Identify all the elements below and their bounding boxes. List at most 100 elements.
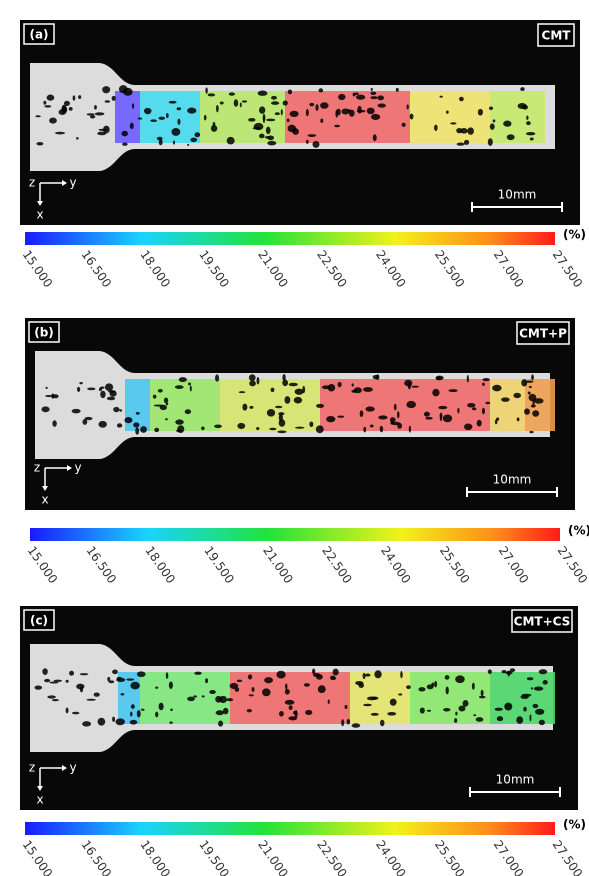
colorbar-tick-label: 27.500 bbox=[555, 544, 589, 586]
pore bbox=[130, 704, 135, 709]
pore bbox=[55, 131, 65, 135]
pore bbox=[303, 683, 310, 687]
pore bbox=[94, 105, 97, 110]
pore bbox=[337, 381, 342, 388]
pore bbox=[47, 695, 56, 699]
title-box bbox=[516, 321, 570, 345]
strain-zone bbox=[200, 91, 285, 143]
pore bbox=[528, 393, 537, 402]
colorbar-tick-label: 15.000 bbox=[25, 544, 61, 586]
pore bbox=[418, 687, 426, 692]
pore bbox=[278, 419, 286, 427]
pore bbox=[284, 683, 288, 690]
pore bbox=[184, 409, 192, 415]
pore bbox=[115, 718, 125, 726]
pore bbox=[315, 104, 319, 111]
pore bbox=[170, 708, 173, 712]
pore bbox=[527, 391, 531, 395]
pore bbox=[315, 674, 323, 680]
pore bbox=[44, 105, 52, 108]
pore bbox=[457, 407, 460, 414]
pore bbox=[102, 125, 110, 134]
pore bbox=[78, 95, 82, 100]
pore bbox=[332, 668, 339, 676]
pore bbox=[450, 122, 457, 125]
colorbar-tick-label: 16.500 bbox=[84, 544, 120, 586]
pore bbox=[274, 405, 283, 409]
pore bbox=[456, 142, 465, 146]
pore bbox=[35, 115, 41, 118]
strain-zone bbox=[490, 91, 545, 143]
pore bbox=[155, 686, 159, 689]
pore bbox=[104, 383, 114, 391]
pore bbox=[158, 116, 166, 120]
pore bbox=[270, 387, 275, 393]
panel-title: CMT bbox=[542, 29, 572, 43]
pore bbox=[477, 108, 483, 116]
colorbar-tick-label: 15.000 bbox=[20, 248, 56, 290]
pore bbox=[426, 709, 432, 712]
pore bbox=[226, 136, 235, 145]
pore bbox=[97, 717, 106, 726]
colorbar-tick-label: 16.500 bbox=[79, 838, 115, 876]
pore bbox=[366, 107, 375, 115]
pore bbox=[294, 426, 305, 429]
pore bbox=[489, 106, 494, 111]
pore bbox=[187, 696, 195, 702]
pore bbox=[36, 142, 44, 146]
pore bbox=[259, 133, 265, 139]
pore bbox=[305, 709, 313, 716]
strain-zone bbox=[140, 91, 200, 143]
pore bbox=[523, 706, 527, 712]
pore bbox=[157, 389, 163, 393]
pore bbox=[201, 426, 205, 431]
pore bbox=[503, 120, 512, 127]
pore bbox=[155, 711, 159, 718]
pore bbox=[120, 693, 125, 696]
pore bbox=[288, 705, 293, 711]
pore bbox=[509, 668, 516, 673]
axis-y: y bbox=[74, 461, 81, 475]
pore bbox=[194, 671, 202, 675]
pore bbox=[264, 136, 271, 139]
pore bbox=[353, 387, 362, 394]
pore bbox=[397, 411, 400, 419]
pore bbox=[529, 137, 534, 141]
pore bbox=[189, 385, 192, 392]
pore bbox=[432, 388, 440, 397]
pore bbox=[526, 121, 531, 126]
panel: (b) CMT+P z y x 10mm bbox=[25, 318, 575, 510]
pore bbox=[327, 383, 336, 392]
pore bbox=[267, 140, 277, 146]
pore bbox=[389, 698, 397, 706]
strain-zone bbox=[115, 91, 140, 143]
pore bbox=[284, 699, 295, 705]
pore bbox=[363, 426, 367, 433]
pore bbox=[215, 710, 224, 716]
pore bbox=[398, 693, 403, 696]
pore bbox=[41, 406, 50, 413]
pore bbox=[463, 423, 473, 431]
pore bbox=[107, 676, 111, 682]
pore bbox=[520, 87, 525, 92]
pore bbox=[169, 721, 173, 724]
colorbar-unit: (%) bbox=[568, 524, 589, 538]
pore bbox=[100, 390, 106, 399]
pore bbox=[309, 102, 315, 107]
pore bbox=[44, 678, 51, 683]
pore bbox=[279, 710, 284, 717]
pore bbox=[434, 680, 438, 688]
pore bbox=[175, 419, 184, 425]
pore bbox=[352, 92, 356, 97]
pore bbox=[356, 109, 366, 113]
pore bbox=[533, 686, 544, 691]
pore bbox=[524, 408, 530, 415]
pore bbox=[282, 379, 289, 387]
pore bbox=[133, 422, 140, 428]
pore bbox=[102, 86, 111, 94]
pore bbox=[140, 426, 147, 433]
arrow-head bbox=[67, 465, 72, 471]
pore bbox=[140, 708, 145, 711]
pore bbox=[480, 689, 484, 697]
pore bbox=[442, 414, 453, 423]
